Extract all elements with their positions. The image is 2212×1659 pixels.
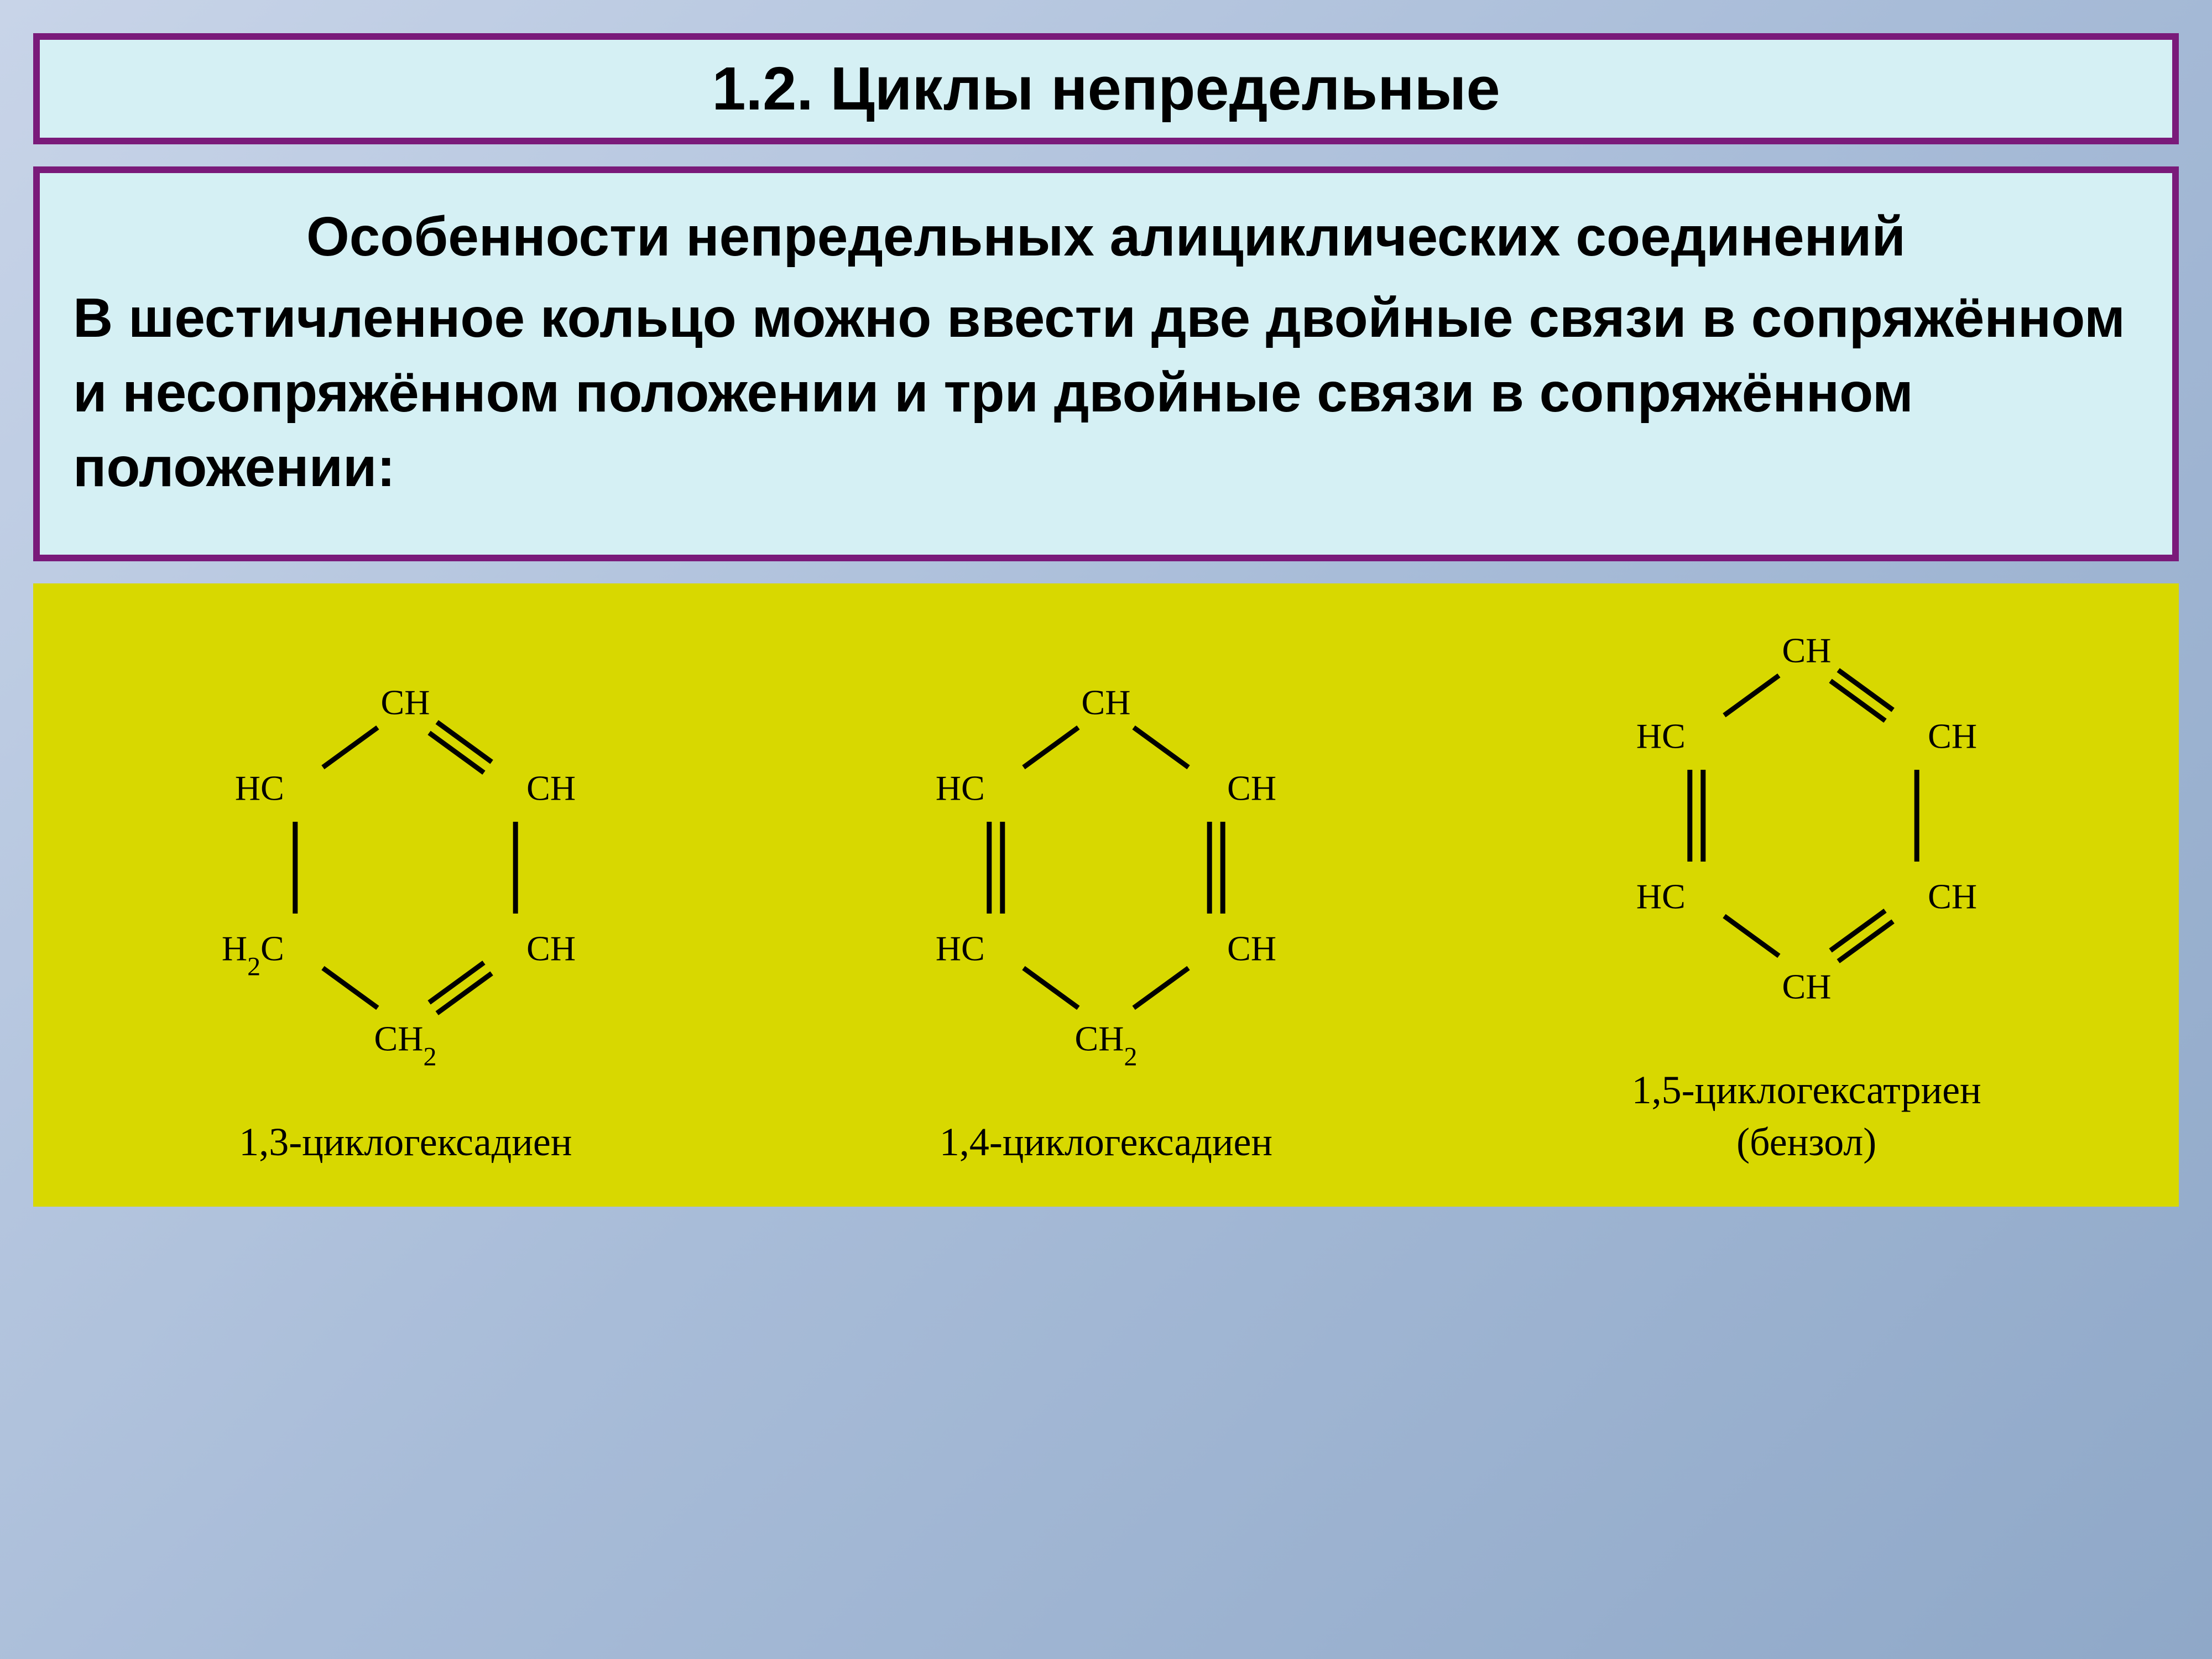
- molecule-1-svg: CH CH CH CH2 H2C HC: [212, 658, 599, 1078]
- svg-text:HC: HC: [1636, 716, 1686, 755]
- svg-text:CH: CH: [1082, 682, 1131, 722]
- svg-text:CH: CH: [1928, 716, 1977, 755]
- svg-text:CH: CH: [1227, 768, 1276, 807]
- svg-text:CH2: CH2: [374, 1019, 437, 1071]
- svg-text:CH: CH: [1782, 967, 1831, 1006]
- svg-text:H2C: H2C: [222, 928, 284, 981]
- svg-text:CH: CH: [1928, 877, 1977, 916]
- svg-text:CH2: CH2: [1075, 1019, 1138, 1071]
- body-text: В шестичленное кольцо можно ввести две д…: [73, 281, 2139, 505]
- svg-text:CH: CH: [1782, 630, 1831, 670]
- molecule-2-svg: CH CH CH CH2 HC HC: [912, 658, 1300, 1078]
- molecule-1: CH CH CH CH2 H2C HC 1,3-циклогексадиен: [212, 658, 599, 1168]
- svg-text:HC: HC: [936, 768, 985, 807]
- subtitle: Особенности непредельных алициклических …: [73, 201, 2139, 273]
- content-box: Особенности непредельных алициклических …: [33, 166, 2179, 561]
- page-title: 1.2. Циклы непредельные: [62, 54, 2150, 124]
- molecule-2: CH CH CH CH2 HC HC 1,4-циклогексадиен: [912, 658, 1300, 1168]
- svg-text:HC: HC: [936, 928, 985, 968]
- title-box: 1.2. Циклы непредельные: [33, 33, 2179, 144]
- svg-text:HC: HC: [1636, 877, 1686, 916]
- diagram-box: CHCHCHCH2H2CHC 1,3-циклогексадиен CHCHCH…: [33, 583, 2179, 1207]
- molecule-2-label: 1,4-циклогексадиен: [940, 1117, 1272, 1168]
- molecule-3: CH CH CH CH HC HC 1,5-циклогексатриен(бензол): [1613, 606, 2000, 1168]
- molecule-1-label: 1,3-циклогексадиен: [239, 1117, 572, 1168]
- molecule-3-svg: CH CH CH CH HC HC: [1613, 606, 2000, 1026]
- svg-text:CH: CH: [527, 928, 576, 968]
- svg-text:HC: HC: [235, 768, 284, 807]
- molecule-3-label: 1,5-циклогексатриен(бензол): [1632, 1065, 1981, 1168]
- svg-text:CH: CH: [527, 768, 576, 807]
- svg-text:CH: CH: [381, 682, 430, 722]
- svg-text:CH: CH: [1227, 928, 1276, 968]
